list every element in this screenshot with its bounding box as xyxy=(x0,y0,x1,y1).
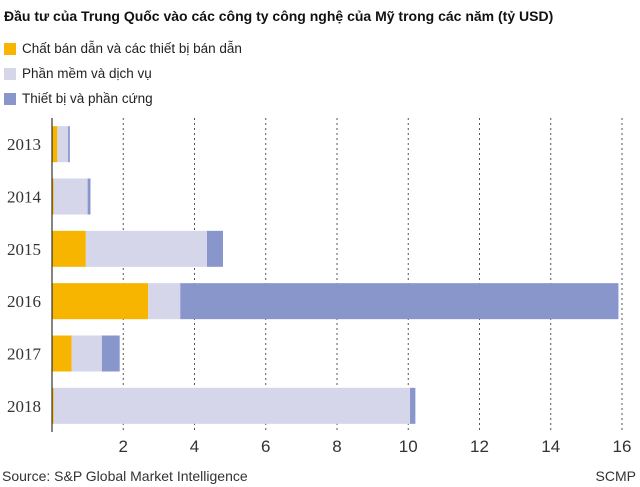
chart-legend: Chất bán dẫn và các thiết bị bán dẫn Phầ… xyxy=(4,36,242,111)
legend-label-hardware: Thiết bị và phần cứng xyxy=(22,91,153,106)
publisher-credit: SCMP xyxy=(595,468,636,484)
legend-item-hardware: Thiết bị và phần cứng xyxy=(4,86,242,111)
bar-segment xyxy=(52,283,149,320)
y-category-label: 2016 xyxy=(7,292,41,311)
y-category-label: 2017 xyxy=(7,345,42,364)
x-tick-label: 8 xyxy=(332,437,341,456)
y-category-label: 2013 xyxy=(7,135,41,154)
y-category-label: 2018 xyxy=(7,397,41,416)
x-tick-label: 16 xyxy=(613,437,632,456)
bar-segment xyxy=(57,126,69,163)
chart-title: Đầu tư của Trung Quốc vào các công ty cô… xyxy=(4,8,554,24)
bar-segment xyxy=(206,230,223,267)
legend-swatch-hardware xyxy=(4,92,16,105)
x-tick-label: 10 xyxy=(399,437,418,456)
legend-label-semiconductors: Chất bán dẫn và các thiết bị bán dẫn xyxy=(22,41,242,56)
bar-segment xyxy=(52,387,54,424)
y-category-label: 2014 xyxy=(7,188,42,207)
bar-segment xyxy=(87,178,91,215)
bar-segment xyxy=(52,335,72,372)
bar-segment xyxy=(71,335,102,372)
bar-segment xyxy=(85,230,207,267)
bar-segment xyxy=(52,230,86,267)
legend-item-software: Phần mềm và dịch vụ xyxy=(4,61,242,86)
x-tick-label: 2 xyxy=(119,437,128,456)
legend-swatch-semiconductors xyxy=(4,42,16,55)
x-tick-label: 14 xyxy=(541,437,560,456)
legend-label-software: Phần mềm và dịch vụ xyxy=(22,66,152,81)
bar-segment xyxy=(101,335,120,372)
bar-segment xyxy=(53,387,411,424)
bar-segment xyxy=(52,178,54,215)
x-tick-label: 12 xyxy=(470,437,489,456)
bar-segment xyxy=(53,178,88,215)
x-tick-label: 4 xyxy=(190,437,199,456)
legend-item-semiconductors: Chất bán dẫn và các thiết bị bán dẫn xyxy=(4,36,242,61)
bar-segment xyxy=(180,283,619,320)
bar-segment xyxy=(52,126,58,163)
y-category-label: 2015 xyxy=(7,240,41,259)
bar-segment xyxy=(68,126,70,163)
bar-segment xyxy=(410,387,416,424)
legend-swatch-software xyxy=(4,67,16,80)
source-note: Source: S&P Global Market Intelligence xyxy=(2,468,248,484)
x-tick-label: 6 xyxy=(261,437,270,456)
bar-segment xyxy=(148,283,181,320)
